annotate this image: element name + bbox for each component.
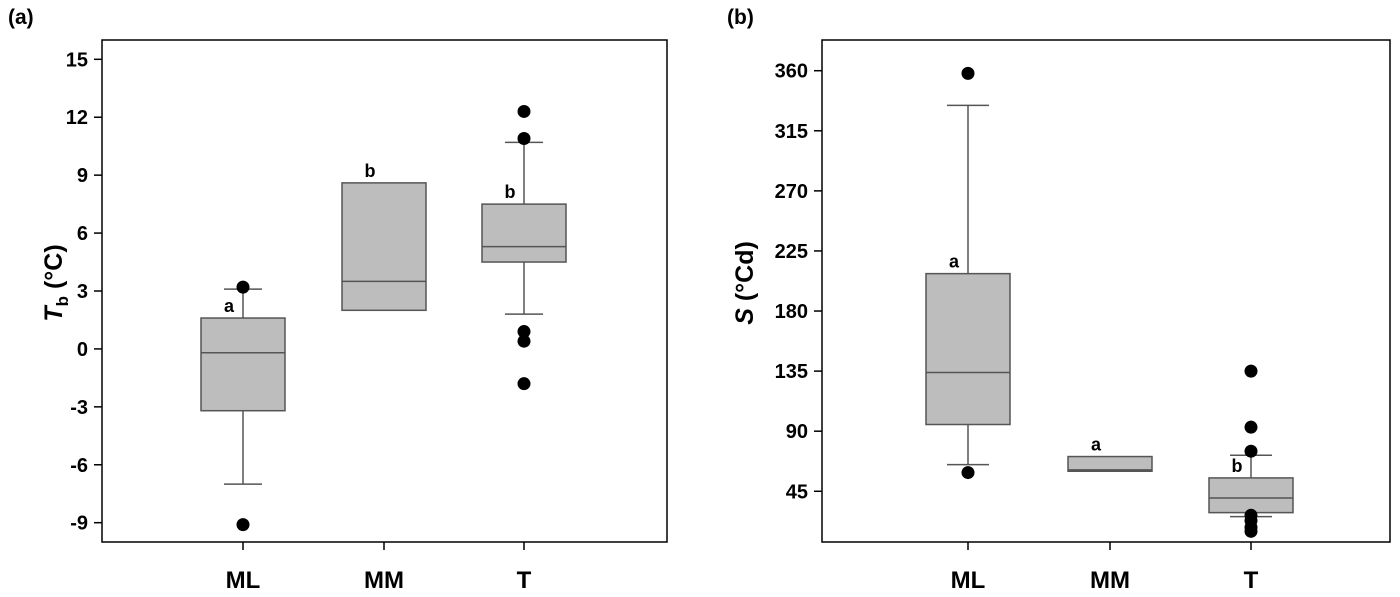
box-iqr <box>1067 455 1153 472</box>
panel-a: (a) -9 -6 -3 0 3 6 9 12 15 Tb (°C) ML MM Ta b b <box>8 6 668 594</box>
y-axis-label-main: T <box>40 304 68 322</box>
y-tick-label: 9 <box>77 165 88 187</box>
significance-letter: b <box>365 161 376 181</box>
x-category-label: MM <box>1090 567 1130 594</box>
box-mm: a <box>1067 435 1153 472</box>
y-axis-label-unit: (°C) <box>40 244 68 296</box>
box-t: b <box>481 104 567 391</box>
outlier-point <box>517 104 531 118</box>
outlier-point <box>517 334 531 348</box>
y-tick-label: 360 <box>775 61 808 83</box>
box-iqr <box>925 272 1011 426</box>
significance-letter: b <box>505 182 516 202</box>
y-tick-label: 6 <box>77 223 88 245</box>
box-iqr <box>341 182 427 312</box>
plot-frame <box>821 39 1391 543</box>
outlier-point <box>236 518 250 532</box>
outlier-point <box>517 377 531 391</box>
y-tick-label: 12 <box>66 107 88 129</box>
outlier-point <box>961 66 975 80</box>
x-category-label: T <box>517 567 532 594</box>
significance-letter: a <box>224 296 235 316</box>
x-category-label: MM <box>364 567 404 594</box>
significance-letter: b <box>1232 456 1243 476</box>
y-tick-label: 15 <box>66 49 88 71</box>
box-t: b <box>1208 364 1294 538</box>
outlier-point <box>1244 420 1258 434</box>
outlier-point <box>517 325 531 339</box>
outlier-point <box>1244 524 1258 538</box>
panel-label: (a) <box>8 6 34 29</box>
y-axis-label: Tb (°C) <box>40 244 72 321</box>
y-tick-label: 90 <box>786 421 808 443</box>
outlier-point <box>517 131 531 145</box>
y-axis-label-main: S <box>731 308 759 325</box>
y-tick-label: -9 <box>70 513 88 535</box>
x-category-label: T <box>1244 567 1259 594</box>
y-tick-label: -6 <box>70 455 88 477</box>
outlier-point <box>1244 364 1258 378</box>
y-tick-label: 0 <box>77 339 88 361</box>
box-ml: a <box>200 280 286 532</box>
box-mm: b <box>341 161 427 312</box>
significance-letter: a <box>1091 435 1102 455</box>
y-tick-label: 45 <box>786 481 808 503</box>
y-tick-label: 225 <box>775 241 808 263</box>
x-category-label: ML <box>951 567 986 594</box>
y-tick-label: 180 <box>775 301 808 323</box>
box-iqr <box>200 317 286 412</box>
box-ml: a <box>925 66 1011 480</box>
y-tick-label: -3 <box>70 397 88 419</box>
outlier-point <box>961 466 975 480</box>
panel-label: (b) <box>727 6 754 29</box>
y-axis-label: S (°Cd) <box>731 241 759 325</box>
significance-letter: a <box>949 252 960 272</box>
y-tick-label: 3 <box>77 281 88 303</box>
outlier-point <box>1244 444 1258 458</box>
box-iqr <box>1208 477 1294 514</box>
y-axis-label-unit: (°Cd) <box>731 241 759 308</box>
y-tick-label: 315 <box>775 121 808 143</box>
y-tick-label: 135 <box>775 361 808 383</box>
outlier-point <box>236 280 250 294</box>
x-category-label: ML <box>226 567 261 594</box>
y-axis-label-subscript: b <box>53 296 72 306</box>
box-iqr <box>481 203 567 263</box>
y-tick-label: 270 <box>775 181 808 203</box>
panel-b: (b) 45 90 135 180 225 270 315 360 S (°Cd) ML MM Ta a b <box>727 6 1391 594</box>
